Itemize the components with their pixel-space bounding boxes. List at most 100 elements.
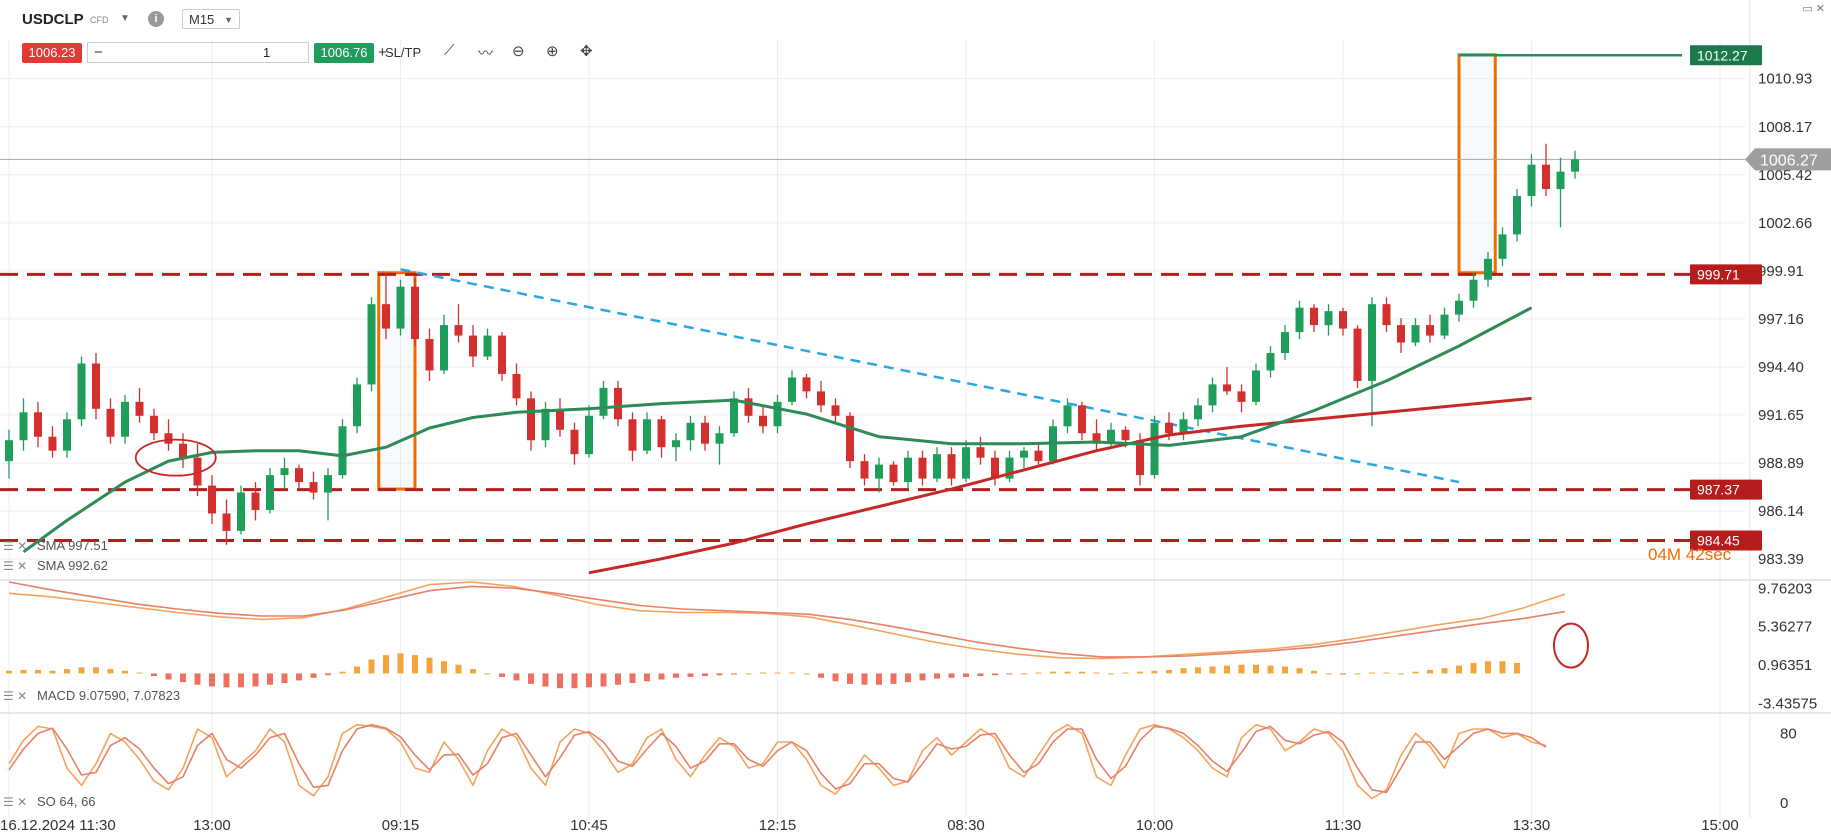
candle <box>1005 457 1014 479</box>
time-tick-label: 15:00 <box>1701 817 1739 834</box>
candle <box>1353 328 1362 381</box>
candle <box>1571 159 1579 172</box>
macd-histogram-bar <box>1427 669 1433 674</box>
macd-histogram-bar <box>1485 661 1491 674</box>
macd-histogram-bar <box>977 673 984 677</box>
candle <box>1469 279 1478 301</box>
macd-histogram-bar <box>383 655 389 674</box>
candle <box>1281 332 1289 354</box>
level-label-bg <box>1690 264 1762 285</box>
so-d-line <box>8 723 1547 794</box>
candle <box>251 492 260 510</box>
macd-histogram-bar <box>1383 672 1390 674</box>
macd-histogram-bar <box>629 673 636 684</box>
candle <box>1121 429 1130 441</box>
macd-histogram-bar <box>397 653 404 674</box>
macd-histogram-bar <box>992 673 998 676</box>
target-label-text: 1012.27 <box>1697 47 1748 63</box>
macd-histogram-bar <box>571 673 578 689</box>
trendline <box>400 268 1460 484</box>
candle <box>469 335 477 357</box>
candle <box>48 436 57 451</box>
macd-histogram-bar <box>658 673 665 680</box>
crosshair-icon[interactable]: ✥ <box>580 43 593 60</box>
candle <box>817 391 825 406</box>
macd-histogram-bar <box>1499 661 1506 674</box>
sltp-button[interactable]: SL/TP <box>385 45 422 60</box>
candle <box>1411 325 1420 343</box>
candle <box>1078 405 1086 434</box>
candle <box>904 457 912 483</box>
candle <box>1339 311 1347 329</box>
macd-tick-label: 0.96351 <box>1758 657 1812 674</box>
target-label-bg <box>1690 45 1762 66</box>
candle <box>135 401 144 416</box>
macd-histogram-bar <box>1209 666 1216 674</box>
macd-histogram-bar <box>745 673 752 675</box>
symbol-chevron-down-icon[interactable]: ▼ <box>120 13 130 24</box>
macd-histogram-bar <box>441 661 447 674</box>
time-tick-label: 13:30 <box>1513 817 1551 834</box>
macd-histogram-bar <box>354 666 360 674</box>
candle <box>1513 196 1521 235</box>
legend-so-text: SO 64, 66 <box>37 794 96 809</box>
quantity-input[interactable]: 1 <box>263 45 271 60</box>
macd-histogram-bar <box>1122 672 1129 674</box>
level-label-bg <box>1690 530 1762 551</box>
current-price-tag: 1006.27 <box>1745 148 1831 171</box>
window-controls[interactable]: ▭ ✕ <box>1802 3 1825 15</box>
level-label-bg <box>1690 479 1762 500</box>
macd-histogram-bar <box>1006 673 1013 675</box>
macd-histogram-bar <box>716 673 723 676</box>
zoom-out-icon[interactable]: ⊖ <box>512 43 525 60</box>
legend-sma-fast: ☰ ✕ SMA 997.51 <box>3 538 108 553</box>
candle <box>1310 307 1318 326</box>
buy-price-button[interactable]: 1006.76 <box>314 43 374 63</box>
macd-histogram-bar <box>252 673 259 687</box>
line-tool-icon[interactable]: ⟋ <box>444 42 455 59</box>
price-tick-label: 999.91 <box>1758 263 1804 280</box>
macd-histogram-bar <box>1514 662 1520 674</box>
macd-histogram-bar <box>803 673 810 675</box>
macd-histogram-bar <box>644 673 650 682</box>
candle <box>92 363 100 409</box>
plus-icon[interactable]: + <box>378 44 387 61</box>
macd-histogram-bar <box>484 673 491 675</box>
candle <box>715 433 724 444</box>
candle <box>730 398 738 434</box>
macd-histogram-bar <box>600 673 607 687</box>
candle <box>541 408 550 441</box>
candle <box>63 419 71 451</box>
macd-histogram-bar <box>890 673 897 684</box>
sell-price-button[interactable]: 1006.23 <box>22 43 82 63</box>
info-icon[interactable]: i <box>148 11 164 27</box>
candle <box>512 373 521 399</box>
candle <box>338 426 347 476</box>
minus-icon[interactable]: − <box>94 44 103 61</box>
drawing-tool-icon[interactable]: 〰 <box>478 45 494 62</box>
symbol-name[interactable]: USDCLP <box>22 11 84 28</box>
macd-histogram-bar <box>673 673 679 678</box>
candle <box>396 286 405 329</box>
candle <box>1368 304 1376 381</box>
macd-histogram-bar <box>702 673 708 677</box>
current-price-text: 1006.27 <box>1760 152 1818 169</box>
candle <box>947 454 956 479</box>
price-tick-label: 1005.42 <box>1758 167 1812 184</box>
macd-histogram-bar <box>35 669 41 674</box>
macd-tick-label: -3.43575 <box>1758 695 1817 712</box>
candle <box>1020 450 1028 458</box>
candle <box>1136 440 1144 476</box>
zoom-in-icon[interactable]: ⊕ <box>546 43 559 60</box>
price-tick-label: 1008.17 <box>1758 119 1812 136</box>
price-tick-label: 986.14 <box>1758 503 1804 520</box>
macd-histogram-bar <box>1050 671 1056 674</box>
macd-histogram-bar <box>122 670 128 674</box>
timeframe-select[interactable]: M15 ▼ <box>182 9 240 29</box>
candle <box>1455 300 1463 315</box>
candle <box>570 429 579 455</box>
chart-toolbar: USDCLP CFD ▼ i M15 ▼ 1006.23 − 1 ⇄ + 1006… <box>0 0 1831 75</box>
quantity-stepper[interactable]: − 1 ⇄ + <box>87 42 387 63</box>
legend-sma-slow-icon: ☰ ✕ <box>3 559 27 573</box>
